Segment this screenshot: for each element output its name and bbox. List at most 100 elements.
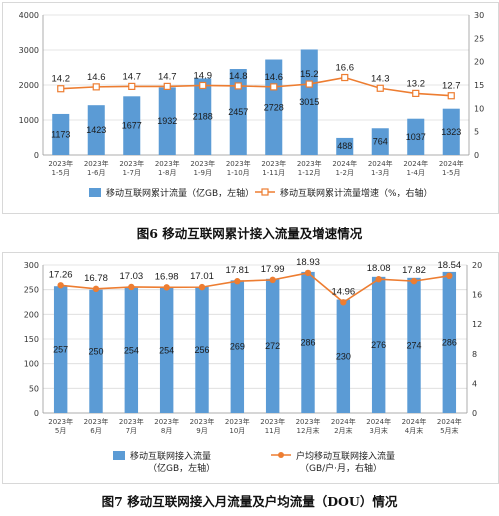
line-point [447, 92, 455, 100]
line-point [163, 284, 170, 291]
y-left-tick-label: 1000 [19, 116, 39, 125]
x-tick-label-year: 2023年 [225, 417, 250, 426]
legend-bar-swatch [89, 188, 101, 197]
bar [159, 287, 174, 413]
y-right-tick-label: 0 [472, 409, 477, 418]
chart-panel-1: 0 1000 2000 3000 4000 0 5 10 15 20 25 30 1173 1423 167… [2, 2, 499, 214]
line-value-label: 13.2 [407, 78, 426, 89]
x-tick-label-period: 1-3月 [371, 169, 389, 177]
line-point [57, 85, 65, 93]
series-line [60, 76, 452, 97]
x-tick-label-period: 4月末 [405, 426, 423, 435]
x-tick-label-period: 1-10月 [227, 169, 250, 177]
line-value-label: 17.01 [190, 271, 214, 282]
x-tick-label-period: 1-6月 [87, 169, 105, 177]
bar [407, 118, 425, 155]
bar [230, 280, 245, 413]
bar-value-label: 254 [159, 345, 174, 355]
y-right-tick-label: 4 [472, 379, 477, 388]
x-tick-label-year: 2024年 [403, 159, 428, 168]
x-tick-label-period: 5月末 [440, 426, 458, 435]
y-left-tick-label: 3000 [19, 46, 39, 55]
bar-value-label: 250 [88, 346, 103, 356]
x-tick-label-year: 2023年 [48, 159, 73, 168]
legend-line-label-line2: （GB/户·月，右轴） [300, 462, 382, 474]
series-line [60, 272, 450, 304]
bar [336, 137, 354, 155]
x-tick-label-period: 7月 [126, 427, 137, 435]
bar-value-label: 1037 [406, 132, 426, 142]
x-tick-label-year: 2023年 [119, 159, 144, 168]
x-tick-label-period: 1-9月 [194, 169, 212, 177]
x-tick-label-period: 8月 [161, 427, 172, 435]
line-value-label: 14.96 [331, 286, 355, 297]
x-tick-label-year: 2023年 [297, 159, 322, 168]
line-value-label: 12.7 [442, 81, 461, 92]
line-point [269, 276, 276, 284]
line-value-label: 15.2 [300, 69, 319, 80]
x-tick-label-year: 2024年 [366, 417, 391, 426]
legend-line-label: 户均移动互联网接入流量 [296, 450, 395, 462]
chart-2-title: 图7 移动互联网接入月流量及户均流量（DOU）情况 [101, 494, 398, 509]
line-value-label: 14.7 [123, 71, 142, 82]
y-right-tick-label: 15 [474, 81, 484, 90]
line-point [92, 285, 100, 293]
y-left-tick-label: 300 [24, 261, 39, 270]
chart-panel-2: 0 50 100 150 200 250 300 0 4 8 12 16 20 257 250 254 254 2… [2, 252, 499, 484]
bar-value-label: 274 [406, 340, 421, 350]
y-left-tick-label: 250 [24, 286, 39, 295]
bar [53, 286, 68, 413]
line-value-label: 18.93 [296, 257, 320, 268]
y-left-tick-label: 0 [34, 409, 39, 418]
x-tick-label-year: 2023年 [260, 417, 285, 426]
line-point [234, 82, 242, 90]
x-tick-label-period: 10月 [229, 427, 245, 435]
line-point [446, 272, 453, 280]
bar-value-label: 1932 [157, 116, 177, 126]
y-right-tick-label: 10 [474, 104, 484, 113]
line-value-label: 17.82 [402, 265, 426, 276]
bar-value-label: 286 [442, 337, 457, 347]
x-tick-label-period: 1-8月 [158, 169, 176, 177]
line-point [198, 283, 206, 291]
bar [229, 69, 247, 155]
bar [442, 271, 457, 413]
bar-value-label: 1423 [86, 125, 106, 135]
y-right-tick-label: 0 [474, 151, 479, 160]
line-point [375, 276, 382, 283]
chart-1-title: 图6 移动互联网累计接入流量及增速情况 [136, 226, 363, 241]
line-value-label: 14.2 [52, 74, 71, 85]
x-tick-label-period: 5月 [55, 427, 66, 435]
bar [124, 287, 139, 413]
bar-value-label: 254 [124, 345, 139, 355]
y-right-tick-label: 5 [474, 128, 479, 137]
bar [87, 105, 105, 155]
bar [123, 96, 141, 155]
x-tick-label-year: 2023年 [155, 159, 180, 168]
x-tick-label-period: 6月 [90, 427, 101, 435]
y-left-tick-label: 0 [34, 151, 39, 160]
y-right-tick-label: 25 [474, 34, 484, 43]
y-right-tick-label: 20 [474, 58, 484, 67]
bar-value-label: 1173 [51, 129, 70, 139]
bar [300, 49, 318, 155]
x-tick-label-year: 2023年 [261, 159, 286, 168]
x-tick-label-period: 1-12月 [298, 169, 321, 177]
legend-bar-label: 移动互联网累计流量（亿GB，左轴） [106, 187, 254, 199]
x-tick-label-year: 2024年 [368, 159, 393, 168]
x-tick-label-year: 2023年 [190, 159, 215, 168]
bar-value-label: 1323 [441, 127, 461, 137]
bar [301, 271, 315, 413]
line-value-label: 17.81 [225, 265, 249, 276]
legend-bar-swatch [113, 451, 125, 460]
x-tick-label-year: 2024年 [437, 417, 462, 426]
x-tick-label-year: 2023年 [84, 417, 109, 426]
x-tick-label-period: 1-7月 [123, 169, 141, 177]
bar-value-label: 272 [265, 341, 280, 351]
y-left-tick-label: 100 [24, 360, 39, 369]
bar-value-label: 230 [336, 351, 351, 361]
line-value-label: 14.6 [87, 72, 106, 83]
x-tick-label-year: 2024年 [331, 417, 356, 426]
bar-value-label: 257 [53, 345, 68, 355]
bar [194, 78, 212, 155]
